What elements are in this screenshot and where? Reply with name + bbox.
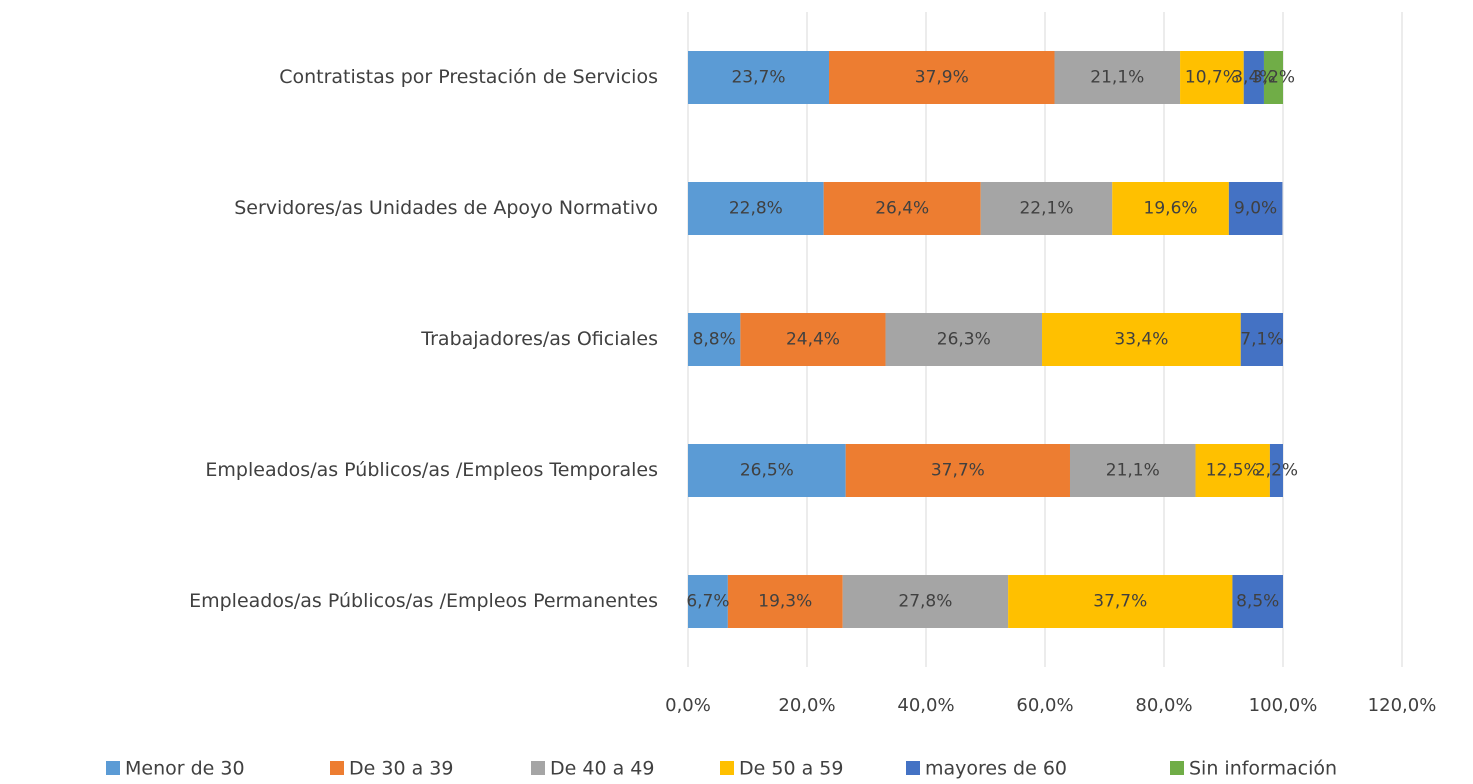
legend-label: Menor de 30: [125, 758, 245, 780]
bar-segment: [740, 313, 886, 366]
bar-segment: [842, 575, 1009, 628]
bar-segment: [1232, 575, 1283, 628]
bar-segment: [688, 182, 824, 235]
data-label: 23,7%: [731, 68, 785, 88]
bar-segment: [1240, 313, 1283, 366]
data-label: 2,2%: [1255, 461, 1298, 481]
x-tick-label: 80,0%: [1135, 695, 1192, 716]
bar-segment: [688, 51, 830, 104]
bar-segment: [1042, 313, 1241, 366]
bar-segment: [829, 51, 1055, 104]
x-tick-label: 120,0%: [1368, 695, 1437, 716]
data-label: 26,4%: [875, 199, 929, 219]
bar-segment: [1228, 182, 1283, 235]
category-label: Contratistas por Prestación de Servicios: [279, 66, 658, 88]
data-label: 26,3%: [937, 330, 991, 350]
legend-label: mayores de 60: [925, 758, 1067, 780]
x-tick-label: 20,0%: [778, 695, 835, 716]
bar-segment: [1263, 51, 1283, 104]
bar-segment: [688, 575, 728, 628]
data-label: 22,8%: [729, 199, 783, 219]
x-tick-label: 60,0%: [1016, 695, 1073, 716]
data-label: 21,1%: [1090, 68, 1144, 88]
data-label: 37,7%: [1093, 592, 1147, 612]
legend-swatch: [330, 761, 344, 775]
data-label: 12,5%: [1206, 461, 1260, 481]
legend-label: Sin información: [1189, 758, 1337, 780]
bar-segment: [1112, 182, 1229, 235]
data-label: 3,2%: [1252, 68, 1295, 88]
bar-segment: [1195, 444, 1270, 497]
data-label: 19,6%: [1144, 199, 1198, 219]
data-label: 6,7%: [686, 592, 729, 612]
data-label: 37,7%: [931, 461, 985, 481]
bar-segment: [980, 182, 1113, 235]
legend-label: De 40 a 49: [550, 758, 654, 780]
data-label: 22,1%: [1019, 199, 1073, 219]
bar-segment: [1243, 51, 1264, 104]
bar-segment: [823, 182, 981, 235]
bar-segment: [885, 313, 1043, 366]
data-label: 7,1%: [1240, 330, 1283, 350]
bar-segment: [1054, 51, 1181, 104]
bar-segment: [688, 313, 741, 366]
legend-label: De 30 a 39: [349, 758, 453, 780]
data-label: 27,8%: [898, 592, 952, 612]
legend-label: De 50 a 59: [739, 758, 843, 780]
bar-segment: [1008, 575, 1233, 628]
bar-segment: [845, 444, 1070, 497]
data-label: 33,4%: [1114, 330, 1168, 350]
bar-segment: [1269, 444, 1283, 497]
legend-swatch: [906, 761, 920, 775]
data-label: 9,0%: [1234, 199, 1277, 219]
category-label: Empleados/as Públicos/as /Empleos Perman…: [189, 590, 658, 612]
x-tick-label: 40,0%: [897, 695, 954, 716]
data-label: 10,7%: [1185, 68, 1239, 88]
legend-swatch: [1170, 761, 1184, 775]
data-label: 8,5%: [1236, 592, 1279, 612]
legend-swatch: [531, 761, 545, 775]
data-label: 37,9%: [915, 68, 969, 88]
data-label: 26,5%: [740, 461, 794, 481]
data-label: 24,4%: [786, 330, 840, 350]
data-label: 19,3%: [758, 592, 812, 612]
data-label: 21,1%: [1106, 461, 1160, 481]
bar-segment: [1180, 51, 1244, 104]
category-label: Servidores/as Unidades de Apoyo Normativ…: [234, 197, 658, 219]
x-tick-label: 100,0%: [1249, 695, 1318, 716]
data-label: 3,4%: [1232, 68, 1275, 88]
legend-swatch: [720, 761, 734, 775]
bar-segment: [688, 444, 846, 497]
x-tick-label: 0,0%: [665, 695, 711, 716]
bar-segment: [727, 575, 843, 628]
category-label: Empleados/as Públicos/as /Empleos Tempor…: [205, 459, 658, 481]
legend-swatch: [106, 761, 120, 775]
data-label: 8,8%: [693, 330, 736, 350]
bar-segment: [1069, 444, 1196, 497]
category-label: Trabajadores/as Oficiales: [420, 328, 658, 350]
